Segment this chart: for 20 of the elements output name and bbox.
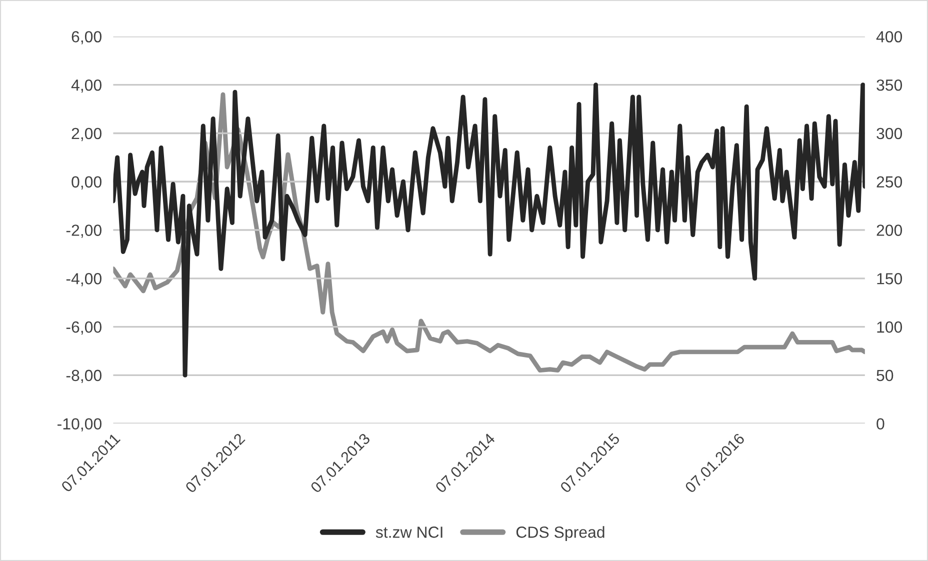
y-tick-label: -4,00 — [66, 273, 102, 286]
y2-tick-label: 0 — [876, 418, 884, 430]
y-tick-label: 4,00 — [71, 79, 102, 93]
y2-tick-label: 350 — [876, 79, 902, 91]
y-tick-label: 0,00 — [72, 176, 102, 190]
y-tick-label: -2,00 — [66, 224, 102, 238]
y2-tick-label: 150 — [877, 273, 902, 284]
y-tick-label: 2,00 — [72, 128, 102, 142]
y-tick-label: 6,00 — [72, 31, 102, 44]
y-tick-label: -10,00 — [58, 418, 102, 432]
y2-tick-label: 250 — [876, 176, 902, 188]
y2-tick-label: 200 — [876, 224, 902, 236]
legend-label: CDS Spread — [516, 526, 604, 542]
legend-label: st.zw NCI — [376, 526, 442, 538]
y2-tick-label: 400 — [876, 31, 902, 42]
y-tick-label: -6,00 — [66, 321, 102, 335]
y2-tick-label: 50 — [876, 370, 894, 382]
y2-tick-label: 100 — [877, 321, 902, 333]
y-tick-label: -8,00 — [66, 370, 102, 383]
y2-tick-label: 300 — [876, 128, 902, 140]
